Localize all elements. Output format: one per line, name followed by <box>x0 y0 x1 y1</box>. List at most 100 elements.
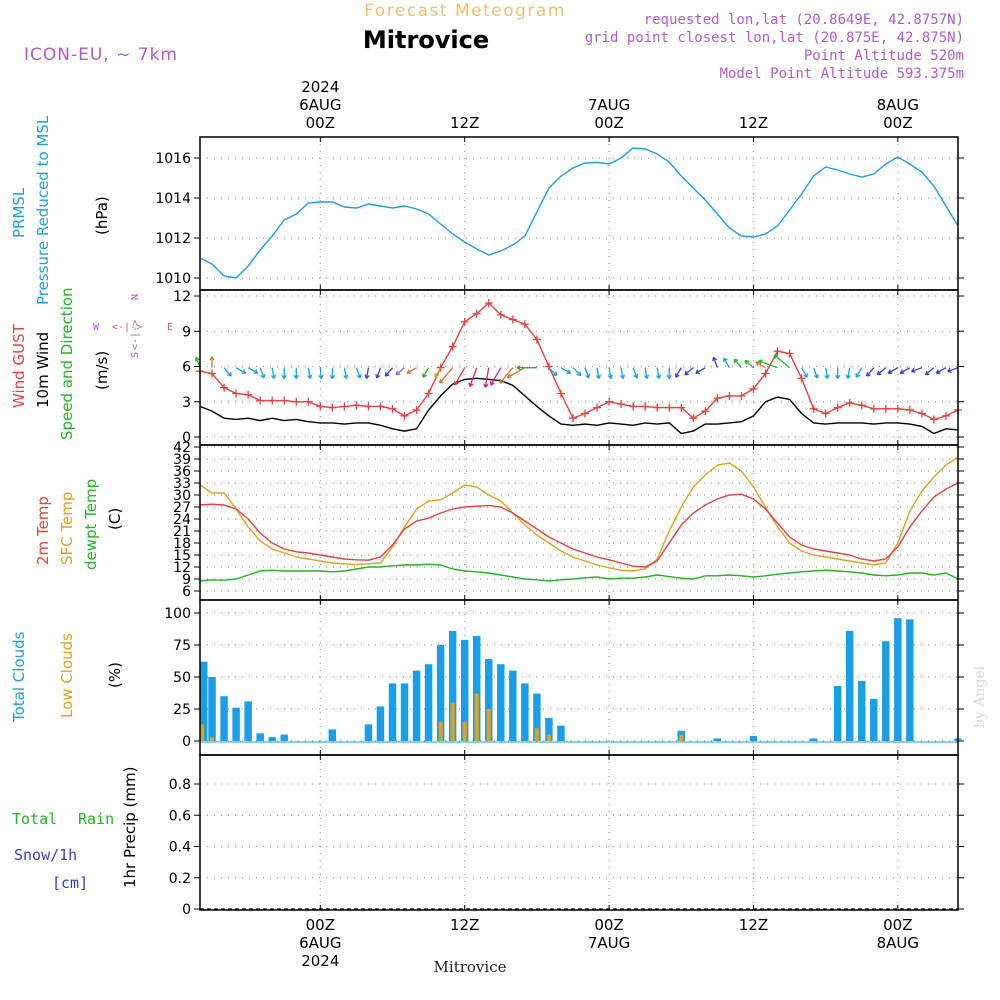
wind-arrow-shaft <box>454 367 466 386</box>
ytick-label-pressure-1: 1012 <box>155 231 191 247</box>
wind-arrow <box>375 367 382 379</box>
wind-arrow-shaft <box>490 367 502 386</box>
forecast-title: Forecast Meteogram <box>364 1 566 21</box>
cloud-label-unit: (%) <box>106 662 124 688</box>
wind-arrow-shaft <box>656 367 660 379</box>
bar-clouds-0 <box>894 618 902 741</box>
wind-arrow-head <box>506 373 511 378</box>
gust-point <box>484 299 493 308</box>
wind-panel: 0 3 6 9 12 <box>173 289 964 446</box>
bar-clouds-0 <box>448 630 457 741</box>
ytick-label-precip-0: 0 <box>182 902 191 918</box>
gust-point <box>653 403 662 412</box>
wind-arrow-shaft <box>259 367 265 379</box>
wind-arrow-shaft <box>608 367 612 379</box>
wind-arrow <box>270 367 277 379</box>
footer-location: Mitrovice <box>434 958 507 976</box>
gust-point <box>845 398 854 407</box>
ytick-label-wind-2: 6 <box>182 360 191 376</box>
wind-arrow <box>947 367 959 373</box>
wind-arrow-shaft <box>406 367 417 374</box>
wind-arrow-shaft <box>644 367 648 379</box>
time-label-bottom: 2024 <box>301 952 339 970</box>
gust-point <box>424 389 433 398</box>
wind-arrow-head <box>293 374 297 380</box>
gust-point <box>400 411 409 420</box>
time-label-bottom: 00Z <box>306 916 335 934</box>
bar-clouds-1 <box>462 721 467 741</box>
frame-precip <box>199 754 959 911</box>
wind-arrow <box>813 367 819 379</box>
time-label-bottom: 12Z <box>739 916 768 934</box>
wind-arrow-head <box>211 356 215 361</box>
gust-point <box>304 397 313 406</box>
gust-point <box>929 415 938 424</box>
bar-clouds-1 <box>209 737 215 741</box>
wind-arrow-shaft <box>484 367 490 388</box>
gust-point <box>797 374 806 383</box>
temp-label-2m: 2m Temp <box>34 496 52 565</box>
gust-point <box>340 402 349 411</box>
gust-point <box>268 396 277 405</box>
wind-arrow <box>548 367 558 377</box>
time-label-top: 2024 <box>301 78 339 96</box>
gust-point <box>220 383 229 392</box>
bar-clouds-0 <box>809 738 818 741</box>
temp-label-dewpt: dewpt Temp <box>82 479 100 570</box>
time-label-top: 12Z <box>739 114 768 132</box>
ytick-label-precip-2: 0.4 <box>169 840 191 856</box>
wind-arrow <box>643 367 650 379</box>
pressure-label-unit: (hPa) <box>93 196 111 235</box>
bar-clouds-0 <box>412 670 421 741</box>
series-temperature-1 <box>199 482 959 568</box>
gust-point <box>364 402 373 411</box>
wind-arrow <box>293 367 299 380</box>
wind-arrow <box>619 367 626 379</box>
wind-arrow-shaft <box>847 367 851 379</box>
wind-arrow <box>801 367 808 378</box>
wind-arrow-head <box>758 359 763 362</box>
gust-point <box>737 391 746 400</box>
pressure-panel: 1010 1012 1014 1016 <box>155 136 964 291</box>
gust-point <box>316 402 325 411</box>
wind-arrow-head <box>619 375 624 379</box>
wind-arrow-head <box>924 370 928 375</box>
precip-panel: 0 0.2 0.4 0.6 0.8 <box>169 754 964 918</box>
gust-point <box>605 397 614 406</box>
wind-arrow-head <box>364 374 368 379</box>
gust-point <box>629 402 638 411</box>
bar-clouds-0 <box>280 734 288 741</box>
bar-clouds-0 <box>533 693 541 741</box>
gust-point <box>677 403 686 412</box>
wind-arrow <box>384 367 394 377</box>
wind-arrow-head <box>723 357 728 361</box>
time-label-top: 6AUG <box>299 96 341 114</box>
wind-arrow <box>744 359 754 369</box>
series-pressure-0 <box>199 147 959 279</box>
bar-clouds-0 <box>436 645 445 741</box>
wind-arrow <box>355 367 362 379</box>
wind-arrow-head <box>260 374 265 379</box>
wind-arrow-shaft <box>855 367 863 378</box>
bar-clouds-0 <box>268 737 276 741</box>
wind-arrow <box>490 367 502 386</box>
ytick-label-temperature-5: 21 <box>173 524 191 540</box>
wind-arrow <box>632 367 639 379</box>
wind-arrow <box>247 367 259 374</box>
wind-arrow-shaft <box>825 367 829 379</box>
wind-arrow-shaft <box>684 367 694 376</box>
ytick-label-wind-4: 12 <box>173 289 191 305</box>
wind-arrow-shaft <box>925 367 935 376</box>
wind-arrow-shaft <box>434 367 442 378</box>
time-label-top: 00Z <box>883 114 912 132</box>
cloud-label-low: Low Clouds <box>58 633 76 718</box>
wind-arrow-shaft <box>384 367 394 377</box>
wind-arrow-shaft <box>936 367 947 374</box>
pressure-label-1: PRMSL <box>10 187 28 238</box>
bar-clouds-0 <box>749 735 758 741</box>
bar-clouds-0 <box>460 639 469 741</box>
wind-arrow <box>773 354 790 369</box>
time-label-top: 12Z <box>450 114 479 132</box>
gust-point <box>388 404 397 413</box>
wind-arrow-shaft <box>572 367 582 376</box>
